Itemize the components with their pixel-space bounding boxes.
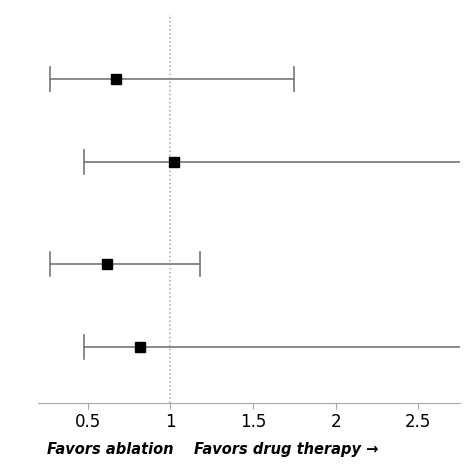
Text: Favors drug therapy →: Favors drug therapy → [194, 442, 379, 457]
Text: Favors ablation: Favors ablation [47, 442, 174, 457]
